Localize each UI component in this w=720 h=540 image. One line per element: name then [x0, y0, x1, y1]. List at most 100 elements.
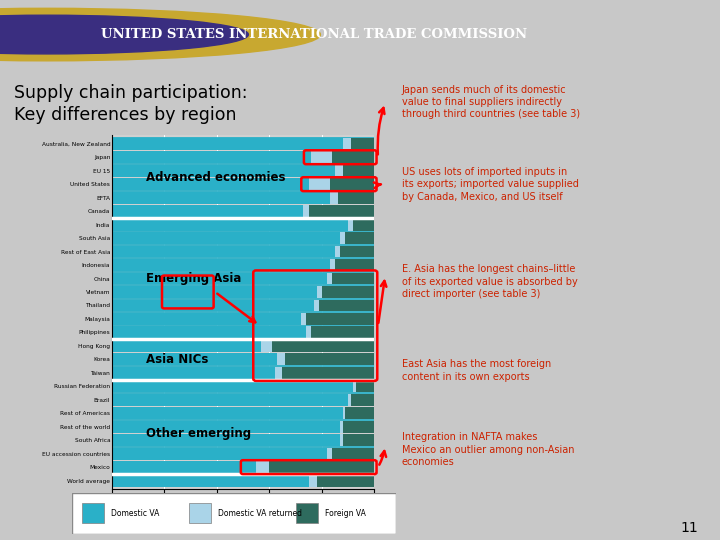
Bar [112, 192, 330, 204]
Bar [343, 138, 351, 150]
Bar [282, 367, 374, 379]
Bar [261, 340, 272, 352]
Text: US uses lots of imported inputs in
its exports; imported value supplied
by Canad: US uses lots of imported inputs in its e… [402, 167, 578, 201]
Bar [333, 448, 374, 460]
Bar [112, 259, 374, 272]
Bar [112, 285, 374, 299]
Bar [348, 394, 351, 406]
Bar [354, 380, 356, 392]
Bar [285, 353, 374, 365]
Bar [341, 232, 346, 244]
Bar [311, 151, 333, 163]
Bar [112, 232, 341, 244]
Bar [356, 380, 374, 392]
Bar [112, 178, 374, 191]
Bar [269, 461, 374, 473]
Circle shape [0, 8, 320, 61]
Text: E. Asia has the longest chains–little
of its exported value is absorbed by
direc: E. Asia has the longest chains–little of… [402, 265, 577, 299]
Text: Integration in NAFTA makes
Mexico an outlier among non-Asian
economies: Integration in NAFTA makes Mexico an out… [402, 432, 574, 467]
Bar [112, 340, 261, 352]
FancyBboxPatch shape [72, 493, 396, 534]
Bar [112, 407, 374, 420]
Bar [335, 259, 374, 271]
Text: East Asia has the most foreign
content in its own exports: East Asia has the most foreign content i… [402, 359, 551, 382]
Bar [112, 366, 374, 380]
Text: Supply chain participation:
Key differences by region: Supply chain participation: Key differen… [14, 84, 248, 124]
Bar [343, 421, 374, 433]
Bar [112, 205, 303, 217]
Bar [112, 151, 374, 164]
Bar [333, 273, 374, 285]
Text: Domestic VA returned: Domestic VA returned [218, 509, 302, 518]
Bar [112, 151, 311, 163]
Bar [317, 475, 374, 487]
Bar [112, 178, 309, 190]
Bar [112, 219, 348, 231]
Bar [112, 164, 374, 177]
Bar [306, 313, 374, 325]
Bar [327, 448, 333, 460]
Bar [311, 327, 374, 339]
Bar [112, 461, 256, 473]
Text: UNITED STATES INTERNATIONAL TRADE COMMISSION: UNITED STATES INTERNATIONAL TRADE COMMIS… [101, 28, 527, 41]
Bar [309, 205, 374, 217]
Bar [112, 137, 374, 150]
Bar [112, 218, 374, 231]
Bar [343, 407, 346, 419]
Bar [256, 461, 269, 473]
Text: Other emerging: Other emerging [145, 427, 251, 440]
Bar [112, 205, 374, 218]
Text: Domestic VA: Domestic VA [111, 509, 159, 518]
Bar [112, 138, 343, 150]
Bar [112, 286, 317, 298]
Bar [274, 367, 282, 379]
Bar [351, 394, 374, 406]
Bar [82, 503, 104, 523]
Bar [112, 393, 374, 407]
Text: Japan sends much of its domestic
value to final suppliers indirectly
through thi: Japan sends much of its domestic value t… [402, 85, 580, 119]
Text: Advanced economies: Advanced economies [145, 171, 285, 184]
Bar [272, 340, 374, 352]
Bar [112, 353, 277, 365]
Bar [301, 313, 306, 325]
Bar [343, 165, 374, 177]
Bar [341, 434, 343, 446]
Bar [112, 448, 327, 460]
Bar [330, 259, 335, 271]
Bar [319, 300, 374, 312]
Bar [112, 353, 374, 366]
Bar [112, 407, 343, 419]
Bar [296, 503, 318, 523]
Bar [112, 380, 374, 393]
Bar [330, 178, 374, 190]
Bar [354, 219, 374, 231]
Bar [341, 421, 343, 433]
Bar [309, 475, 317, 487]
Bar [346, 232, 374, 244]
Bar [112, 232, 374, 245]
Bar [112, 475, 309, 487]
Bar [112, 313, 301, 325]
Bar [112, 299, 374, 312]
Bar [317, 286, 322, 298]
Bar [112, 434, 374, 447]
Bar [112, 191, 374, 204]
Bar [112, 434, 341, 446]
Bar [112, 420, 374, 433]
Bar [348, 219, 354, 231]
Bar [112, 394, 348, 406]
Bar [112, 165, 335, 177]
Bar [112, 326, 374, 339]
Bar [189, 503, 212, 523]
Bar [343, 434, 374, 446]
Bar [112, 380, 354, 392]
Bar [314, 300, 319, 312]
Bar [333, 151, 374, 163]
Bar [309, 178, 330, 190]
Bar [112, 447, 374, 460]
Bar [112, 327, 306, 339]
Bar [327, 273, 333, 285]
Bar [112, 272, 374, 285]
Bar [112, 474, 374, 487]
Bar [335, 246, 341, 258]
